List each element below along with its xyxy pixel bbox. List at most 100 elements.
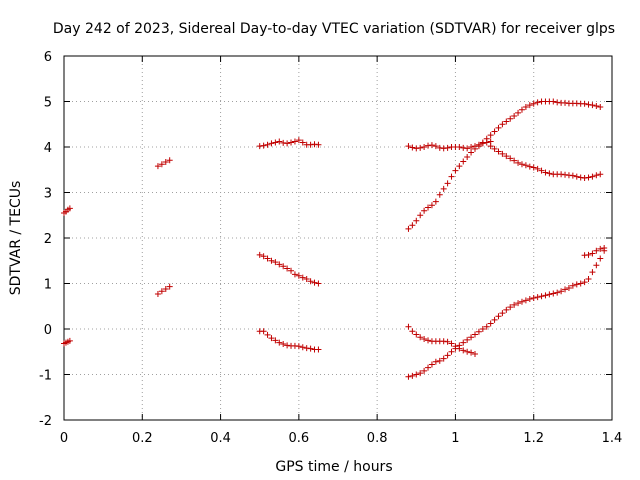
data-point <box>448 173 455 180</box>
data-point <box>546 170 553 177</box>
data-point <box>522 103 529 110</box>
data-point <box>487 132 494 139</box>
y-tick-label: -2 <box>39 414 52 429</box>
data-point <box>452 343 459 350</box>
data-point <box>546 291 553 298</box>
data-point <box>550 290 557 297</box>
x-tick-label: 0.4 <box>210 431 231 446</box>
data-point <box>444 338 451 345</box>
x-tick-label: 1.2 <box>523 431 544 446</box>
axis-ticks: 0 0.2 0.4 0.6 0.8 1 1.2 1.4 -2 -1 0 1 2 3 4 5 6 <box>39 50 622 446</box>
data-point <box>166 283 173 290</box>
data-point <box>593 172 600 179</box>
data-point <box>456 345 463 352</box>
data-point <box>538 167 545 174</box>
x-axis-label: GPS time / hours <box>275 459 392 475</box>
data-point <box>495 148 502 155</box>
data-point <box>284 265 291 272</box>
data-point <box>425 204 432 211</box>
data-point <box>428 202 435 209</box>
data-point <box>515 109 522 116</box>
data-point <box>487 143 494 150</box>
data-point <box>597 255 604 262</box>
data-point <box>299 139 306 146</box>
data-point <box>511 157 518 164</box>
data-point <box>425 364 432 371</box>
data-point <box>526 295 533 302</box>
data-point <box>260 253 267 260</box>
data-point <box>499 150 506 157</box>
data-point <box>284 140 291 147</box>
data-point <box>452 167 459 174</box>
data-point <box>315 141 322 148</box>
data-points <box>61 98 608 380</box>
data-point <box>585 275 592 282</box>
data-point <box>421 144 428 150</box>
data-point <box>154 163 161 170</box>
x-tick-label: 0 <box>60 431 68 446</box>
data-point <box>303 275 310 282</box>
data-point <box>413 331 420 338</box>
data-point <box>417 212 424 219</box>
data-point <box>499 121 506 128</box>
data-point <box>264 331 271 338</box>
series-s10 <box>405 98 604 232</box>
data-point <box>515 300 522 307</box>
data-point <box>409 328 416 335</box>
data-point <box>268 335 275 342</box>
data-point <box>166 157 173 164</box>
data-point <box>601 245 608 252</box>
data-point <box>405 373 412 380</box>
data-point <box>464 145 471 152</box>
data-point <box>468 149 475 156</box>
data-point <box>534 99 541 106</box>
data-point <box>417 144 424 151</box>
data-point <box>472 351 478 358</box>
data-point <box>460 347 467 354</box>
data-point <box>315 280 322 287</box>
data-point <box>440 355 447 362</box>
data-point <box>515 159 522 166</box>
x-tick-label: 1 <box>451 431 459 446</box>
data-point <box>444 352 451 359</box>
data-point <box>421 207 428 214</box>
grid-lines <box>64 56 612 420</box>
data-point <box>295 137 302 144</box>
data-point <box>585 251 592 258</box>
data-point <box>162 285 169 292</box>
y-tick-label: -1 <box>39 369 52 384</box>
data-point <box>565 285 572 292</box>
data-point <box>503 306 510 313</box>
data-point <box>507 155 514 162</box>
series-s5 <box>256 137 322 150</box>
data-point <box>272 139 279 146</box>
data-point <box>464 348 471 355</box>
data-point <box>562 286 569 293</box>
data-point <box>264 255 271 262</box>
series-s8 <box>405 138 494 152</box>
data-point <box>569 172 576 179</box>
data-point <box>440 185 447 192</box>
data-point <box>413 217 420 224</box>
data-point <box>409 222 416 229</box>
data-point <box>464 154 471 161</box>
chart-title: Day 242 of 2023, Sidereal Day-to-day VTE… <box>53 21 615 37</box>
data-point <box>468 334 475 341</box>
y-tick-label: 5 <box>44 96 52 111</box>
y-tick-label: 3 <box>44 187 52 202</box>
data-point <box>315 346 322 353</box>
data-point <box>597 103 604 110</box>
data-point <box>276 138 283 145</box>
data-point <box>593 103 600 110</box>
data-point <box>295 343 302 350</box>
data-point <box>597 171 604 178</box>
series-s3 <box>154 157 173 170</box>
data-point <box>158 161 165 168</box>
data-point <box>158 288 165 295</box>
series-s4 <box>154 283 173 297</box>
x-tick-label: 0.2 <box>132 431 153 446</box>
data-point <box>280 263 287 270</box>
data-point <box>530 164 537 171</box>
data-point <box>593 262 600 269</box>
data-point <box>425 337 432 344</box>
